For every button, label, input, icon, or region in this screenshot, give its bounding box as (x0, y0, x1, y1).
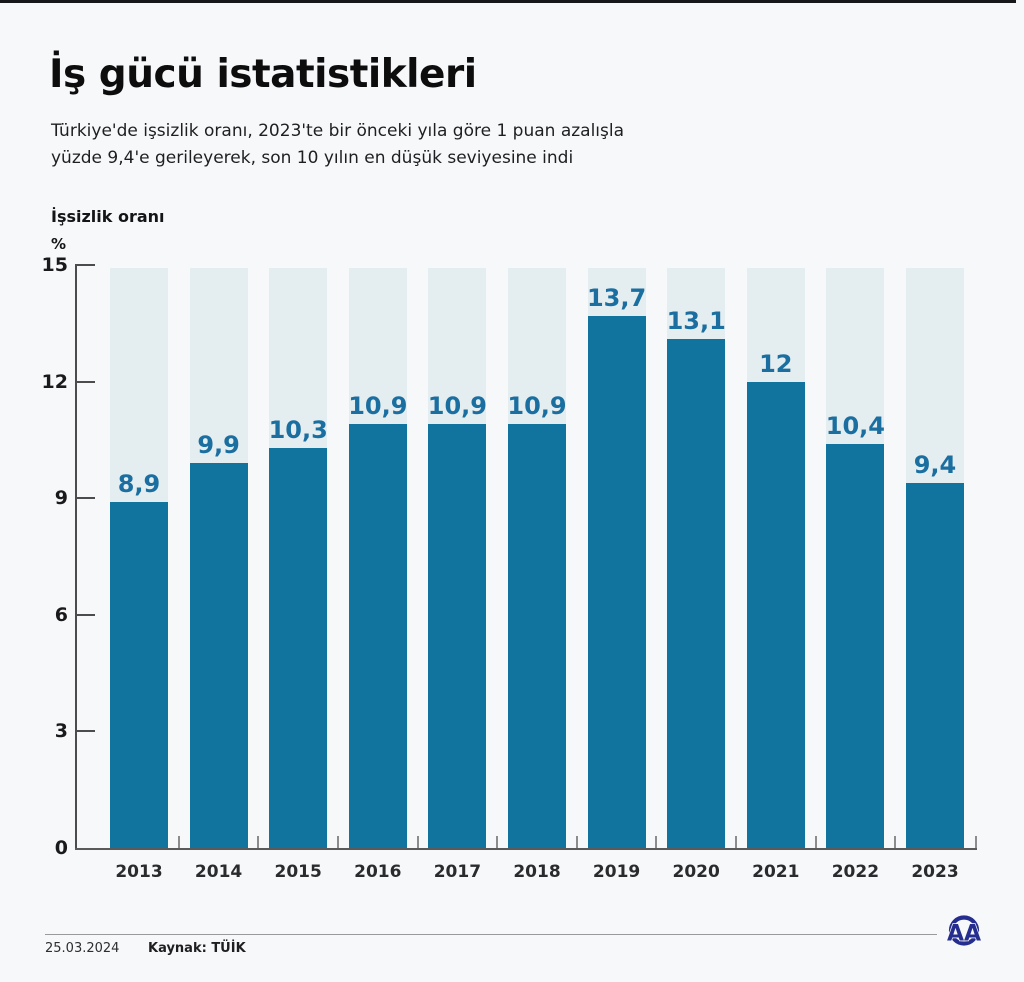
bar-value-label: 9,4 (913, 450, 957, 479)
bar-2018 (508, 424, 566, 848)
bar-value-label: 13,7 (586, 283, 647, 312)
x-axis-tick (177, 836, 180, 848)
bar-value-label: 9,9 (197, 431, 240, 460)
bar-2019 (587, 315, 646, 848)
page-title: İş gücü istatistikleri (49, 52, 477, 97)
footer-source: Kaynak: TÜİK (148, 941, 246, 956)
x-axis-tick (496, 836, 499, 848)
bar-value-label: 12 (759, 349, 793, 378)
x-tick-label: 2018 (513, 862, 561, 882)
bar-value-label: 10,9 (507, 392, 567, 421)
y-axis-tick (75, 264, 95, 266)
x-tick-label: 2021 (752, 862, 800, 882)
x-axis-tick (735, 836, 737, 848)
bar-value-label: 10,3 (268, 415, 328, 444)
y-axis-tick (75, 497, 95, 500)
x-tick-label: 2014 (194, 862, 243, 882)
aa-logo-text: AA (947, 922, 981, 947)
y-tick-label: 9 (54, 487, 68, 510)
y-tick-label: 12 (41, 370, 68, 393)
x-tick-label: 2013 (115, 862, 163, 882)
bar-2020 (667, 338, 726, 848)
bar-2022 (826, 443, 885, 848)
x-axis-tick (894, 836, 897, 848)
bar-2016 (348, 424, 407, 848)
x-tick-label: 2022 (831, 862, 880, 882)
y-axis-tick (75, 730, 95, 733)
x-axis-tick (416, 836, 419, 848)
chart-title: İşsizlik oranı (51, 207, 165, 226)
bar-2021 (746, 381, 805, 848)
x-axis-tick (337, 836, 339, 848)
bar-value-label: 10,4 (825, 411, 885, 440)
y-axis (75, 265, 77, 848)
y-axis-unit: % (51, 235, 67, 253)
y-tick-label: 3 (54, 720, 68, 743)
x-axis (75, 848, 977, 850)
bar-value-label: 13,1 (666, 306, 726, 335)
x-axis-tick (575, 836, 578, 848)
bar-value-label: 8,9 (117, 470, 161, 499)
x-tick-label: 2019 (592, 862, 641, 882)
footer-divider (45, 934, 937, 935)
x-tick-label: 2015 (274, 862, 322, 882)
x-axis-tick (257, 836, 260, 848)
x-axis-tick (814, 836, 817, 848)
top-border (0, 0, 1016, 3)
bar-2017 (428, 424, 487, 848)
subtitle: Türkiye'de işsizlik oranı, 2023'te bir ö… (51, 118, 624, 172)
y-axis-tick (75, 380, 95, 383)
x-tick-label: 2017 (433, 862, 482, 882)
y-tick-label: 15 (41, 254, 68, 276)
aa-logo: AA (946, 915, 982, 947)
bar-2015 (269, 447, 328, 848)
x-tick-label: 2020 (672, 862, 720, 882)
bar-2023 (906, 482, 964, 848)
bar-2014 (189, 463, 248, 848)
bar-2013 (110, 502, 168, 848)
y-axis-tick (75, 613, 95, 616)
bar-value-label: 10,9 (427, 392, 487, 421)
y-tick-label: 0 (54, 837, 68, 859)
footer-date: 25.03.2024 (45, 941, 120, 956)
x-axis-end-tick (975, 836, 977, 848)
x-tick-label: 2016 (354, 862, 402, 882)
subtitle-line-1: Türkiye'de işsizlik oranı, 2023'te bir ö… (51, 121, 625, 141)
bar-value-label: 10,9 (348, 392, 408, 421)
subtitle-line-2: yüzde 9,4'e gerileyerek, son 10 yılın en… (51, 148, 574, 168)
x-tick-label: 2023 (911, 862, 959, 882)
x-axis-tick (655, 836, 658, 848)
y-tick-label: 6 (54, 603, 68, 626)
